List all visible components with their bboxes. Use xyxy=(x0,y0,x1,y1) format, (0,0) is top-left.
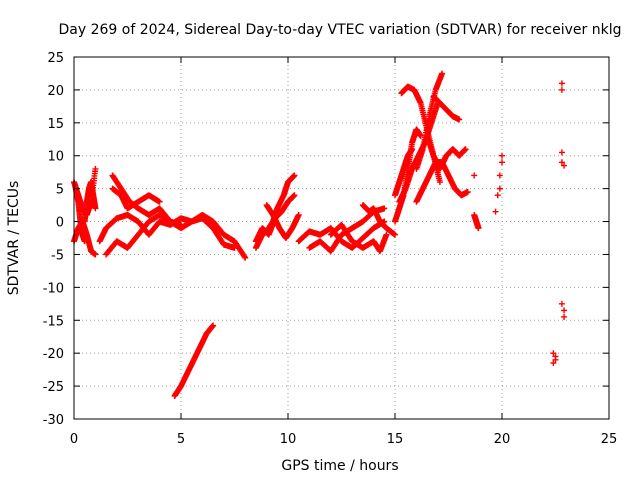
data-point xyxy=(392,231,398,238)
ticks-layer: 0 5 10 15 20 25 -30 -25 -20 -15 -10 -5 0 5 10 15 20 25 xyxy=(43,51,618,447)
data-point xyxy=(291,172,298,179)
data-point xyxy=(561,313,568,320)
data-point xyxy=(558,149,565,156)
x-tick-label: 20 xyxy=(494,432,511,447)
y-tick-label: -15 xyxy=(43,314,64,329)
series-arc-t xyxy=(430,93,463,123)
data-point xyxy=(558,159,565,166)
data-point xyxy=(464,188,471,195)
y-tick-label: 0 xyxy=(56,216,64,231)
series-arc-l xyxy=(359,202,398,238)
data-point xyxy=(558,80,565,87)
series-arc-a xyxy=(96,211,249,261)
data-point xyxy=(439,70,446,77)
data-point xyxy=(471,172,478,179)
data-point xyxy=(210,322,217,329)
y-tick-label: -10 xyxy=(43,281,64,296)
series-pts-23 xyxy=(558,80,568,320)
series-arc-e xyxy=(171,322,217,399)
data-point xyxy=(496,172,503,179)
series-arc-k xyxy=(327,221,390,255)
series-arc-early-3 xyxy=(72,182,88,245)
series-arc-i xyxy=(295,218,388,251)
y-tick-label: 20 xyxy=(47,84,64,99)
y-tick-label: 5 xyxy=(56,183,64,198)
data-point xyxy=(561,307,568,314)
data-point xyxy=(291,192,298,199)
data-point xyxy=(462,146,469,153)
data-point xyxy=(381,205,388,212)
data-point xyxy=(561,162,568,169)
data-point xyxy=(550,360,557,367)
data-point xyxy=(92,205,99,212)
data-point xyxy=(558,300,565,307)
x-tick-label: 15 xyxy=(387,432,404,447)
series-arc-h xyxy=(263,202,302,241)
data-point xyxy=(558,86,565,93)
data-point xyxy=(383,231,390,238)
series-arc-d xyxy=(109,172,184,228)
data-point xyxy=(231,244,238,251)
data-point xyxy=(499,152,505,159)
series-arc-u xyxy=(471,211,482,232)
series-pts-19 xyxy=(471,152,505,215)
data-point xyxy=(242,254,249,261)
x-axis-label: GPS time / hours xyxy=(281,458,398,474)
y-tick-label: 25 xyxy=(47,51,64,66)
data-point xyxy=(550,350,557,357)
data-point xyxy=(178,221,184,228)
data-point xyxy=(241,253,248,260)
series-arc-n xyxy=(392,146,416,199)
chart-title: Day 269 of 2024, Sidereal Day-to-day VTE… xyxy=(59,22,622,38)
x-tick-label: 0 xyxy=(70,432,78,447)
x-tick-label: 10 xyxy=(280,432,297,447)
data-point xyxy=(156,198,163,205)
data-point xyxy=(81,238,88,245)
series-arc-early-4 xyxy=(81,179,99,225)
data-point xyxy=(409,146,416,153)
series-pts-22 xyxy=(550,350,559,367)
y-tick-label: -20 xyxy=(43,347,64,362)
y-tick-label: 15 xyxy=(47,117,64,132)
y-tick-label: -5 xyxy=(51,248,64,263)
data-point xyxy=(436,179,443,186)
x-tick-label: 25 xyxy=(601,432,618,447)
y-tick-label: -25 xyxy=(43,380,64,395)
plot-frame xyxy=(73,56,610,420)
series-arc-s xyxy=(413,159,471,205)
y-axis-label: SDTVAR / TECUs xyxy=(6,181,22,296)
data-point xyxy=(417,132,424,139)
y-tick-label: -30 xyxy=(43,413,64,428)
data-point xyxy=(92,251,99,258)
y-tick-label: 10 xyxy=(47,150,64,165)
data-point xyxy=(492,208,499,215)
data-point xyxy=(456,116,463,123)
data-point xyxy=(494,192,501,199)
x-tick-label: 5 xyxy=(177,432,185,447)
data-point xyxy=(499,159,505,166)
data-point xyxy=(92,165,99,172)
series-arc-p xyxy=(413,70,446,172)
data-point xyxy=(475,225,482,232)
data-point xyxy=(552,353,559,360)
data-point xyxy=(295,211,302,218)
data-point xyxy=(496,185,503,192)
points-layer xyxy=(71,70,568,399)
